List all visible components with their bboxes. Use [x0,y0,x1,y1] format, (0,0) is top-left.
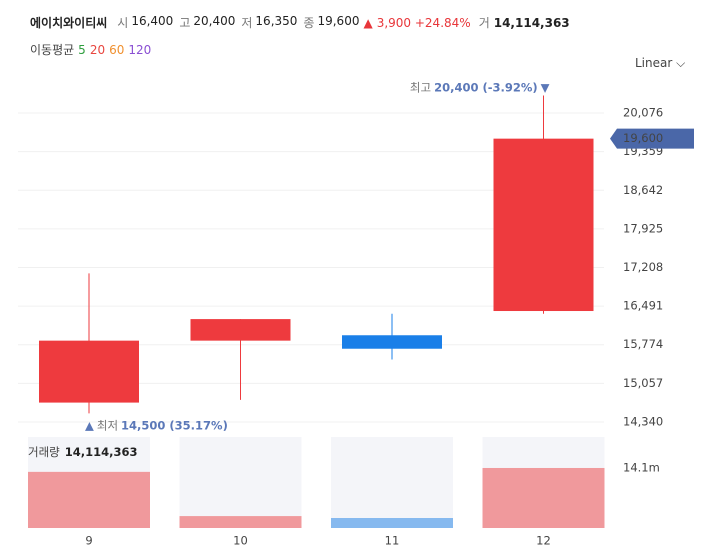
moving-average-legend: 이동평균 5 20 60 120 [30,41,151,58]
ma-label: 이동평균 [30,43,75,57]
candle-body [342,335,442,349]
y-tick-label: 18,642 [623,183,663,197]
ma-period: 5 [78,43,86,57]
volume-legend-value: 14,114,363 [65,445,138,459]
min-label: 최저 [97,418,118,432]
y-tick-label: 15,057 [623,376,663,390]
min-annotation: ▲ 최저 14,500 (35.17%) [85,418,228,432]
last-price-tag [610,128,694,149]
x-tick-label: 10 [233,534,248,548]
max-label: 최고 [410,80,431,94]
max-arrow: ▼ [541,80,550,94]
last-price-label: 19,600 [623,131,663,145]
y-tick-label: 17,208 [623,260,663,274]
volume-bar [28,471,150,528]
volume-value: 14,114,363 [493,16,570,30]
ohlc-item: 종 19,600 [303,14,359,31]
ohlc-item: 저 16,350 [241,14,297,31]
ma-period: 60 [109,43,125,57]
y-tick-label: 20,076 [623,106,663,120]
volume-legend: 거래량 14,114,363 [28,445,138,459]
ohlc-value: 20,400 [193,14,236,28]
min-arrow: ▲ [85,418,94,432]
volume-label: 거 [478,16,490,30]
ohlc-value: 16,350 [255,14,298,28]
ohlc-label: 시 [117,16,129,30]
ohlc-value: 19,600 [317,14,360,28]
min-value: 14,500 (35.17%) [121,418,228,432]
ohlc-item: 시 16,400 [117,14,173,31]
x-tick-label: 12 [536,534,551,548]
volume-tick-label: 14.1m [623,460,660,474]
scale-dropdown[interactable]: Linear ⌵ [635,56,685,71]
ohlc-items: 시 16,400 고 20,400 저 16,350 종 19,600 [117,14,359,31]
y-tick-label: 16,491 [623,299,663,313]
volume-column-bg [331,437,453,528]
volume-column-bg [179,437,302,528]
price-header: 에이치와이티씨 시 16,400 고 20,400 저 16,350 종 19,600 ▲ 3,… [30,14,570,31]
scale-label[interactable]: Linear [635,56,673,70]
candle-body [190,319,291,341]
x-tick-label: 9 [85,534,92,548]
candle-body [493,138,594,312]
ohlc-label: 고 [179,16,191,30]
max-annotation: 최고 20,400 (-3.92%) ▼ [410,80,550,94]
x-tick-label: 11 [385,534,400,548]
change-arrow: ▲ [363,16,373,30]
volume-bar [482,467,605,528]
volume-legend-label: 거래량 [28,445,60,459]
y-tick-label: 14,340 [623,414,663,428]
ohlc-label: 종 [303,16,315,30]
volume-bar [179,516,302,528]
stock-name: 에이치와이티씨 [30,16,108,30]
volume-bar [331,518,453,528]
change: 3,900 +24.84% [376,16,471,30]
max-value: 20,400 (-3.92%) [434,80,538,94]
dropdown-icon[interactable]: ⌵ [676,56,686,70]
ohlc-label: 저 [241,16,253,30]
y-tick-label: 17,925 [623,221,663,235]
y-tick-label: 15,774 [623,337,663,351]
ohlc-value: 16,400 [131,14,174,28]
ma-period: 20 [89,43,106,57]
candle-body [39,340,139,403]
ohlc-item: 고 20,400 [179,14,235,31]
ma-period: 120 [128,43,152,57]
